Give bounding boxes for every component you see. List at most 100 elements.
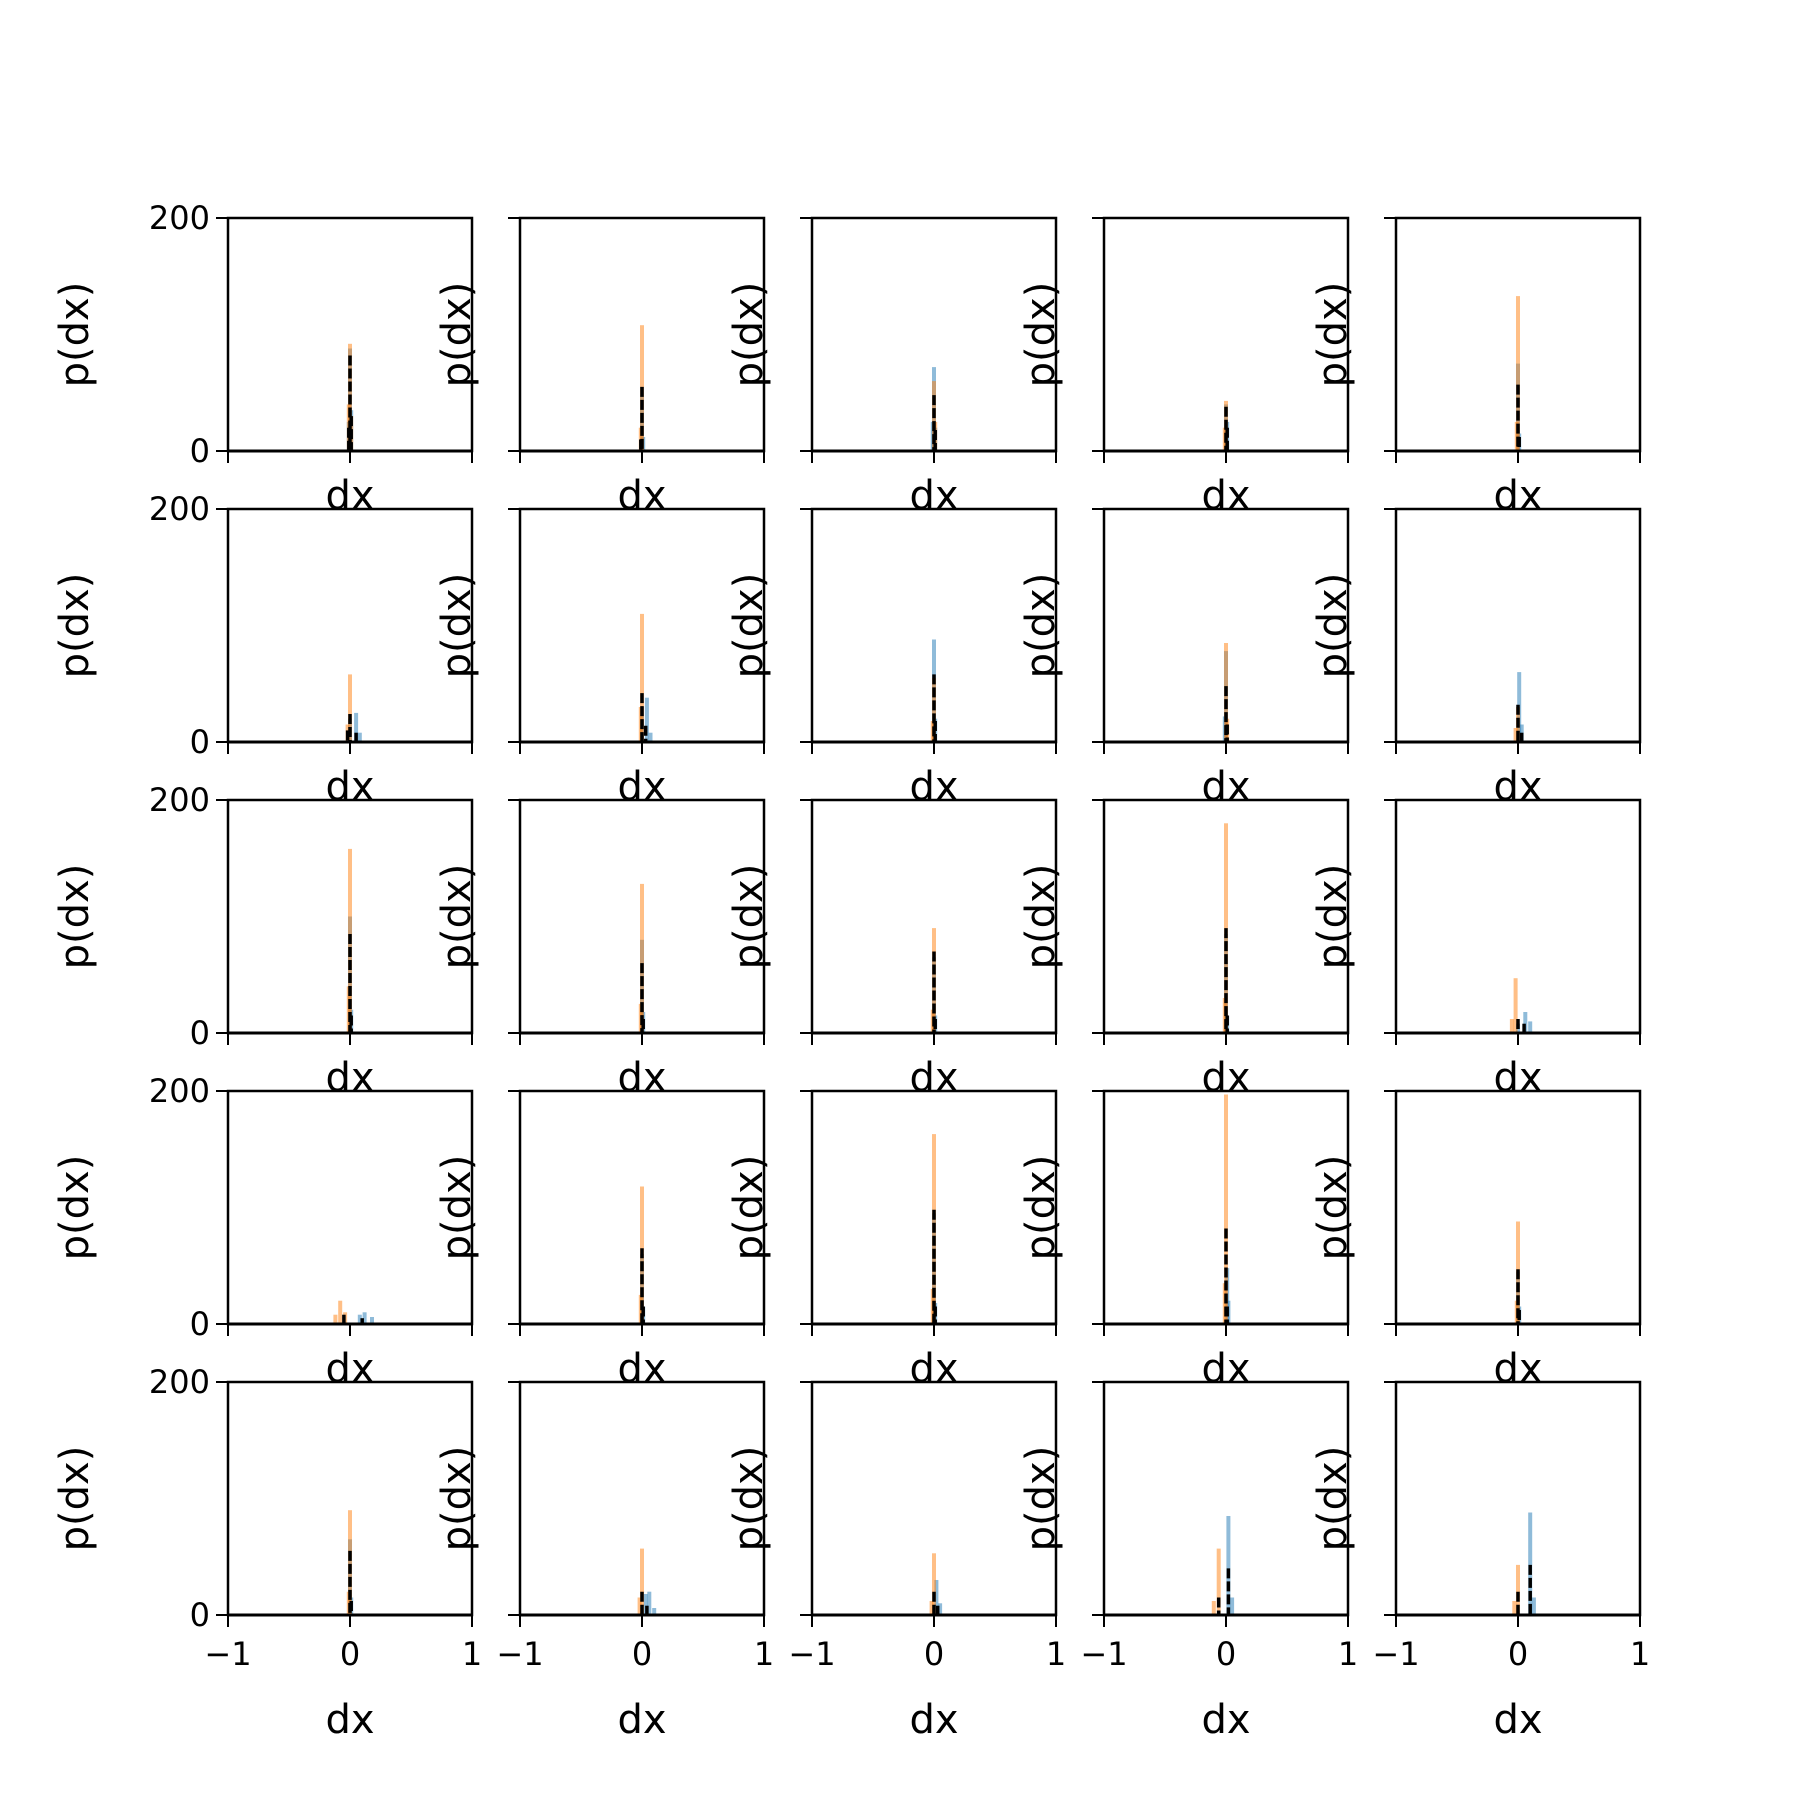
y-tick-label: 0	[190, 432, 210, 470]
x-axis-label: dx	[617, 764, 666, 810]
bar-orange-0	[640, 613, 644, 742]
y-axis-label: p(dx)	[52, 282, 98, 388]
x-axis-label: dx	[1493, 1055, 1542, 1101]
y-axis-label: p(dx)	[434, 1155, 480, 1261]
panel-r4-c2: −1 0 1 dx p(dx)	[726, 1380, 1066, 1743]
panel-r0-c1: dx p(dx)	[434, 216, 766, 519]
bar-orange-0	[338, 1300, 343, 1324]
bar-blue-1	[370, 1317, 374, 1324]
y-tick-label: 0	[190, 723, 210, 761]
panel-r4-c4: −1 0 1 dx p(dx)	[1310, 1380, 1650, 1743]
panel-r3-c3: dx p(dx)	[1018, 1089, 1350, 1392]
x-axis-label: dx	[1493, 473, 1542, 519]
x-axis-label: dx	[325, 473, 374, 519]
y-axis-label: p(dx)	[1018, 573, 1064, 679]
bar-blue-0	[1226, 1516, 1231, 1615]
y-tick-label: 200	[149, 1363, 210, 1401]
bar-orange-0	[1516, 1564, 1520, 1615]
bar-blue-2	[652, 1608, 657, 1615]
bar-orange-0	[1513, 978, 1518, 1033]
bar-blue-0	[354, 712, 359, 742]
x-tick-label: 1	[1630, 1635, 1650, 1673]
x-axis-label: dx	[1201, 1055, 1250, 1101]
x-axis-label: dx	[1201, 1346, 1250, 1392]
x-tick-label: 1	[462, 1635, 482, 1673]
panel-r0-c4: dx p(dx)	[1310, 216, 1642, 519]
x-axis-label: dx	[1201, 764, 1250, 810]
x-axis-label: dx	[325, 764, 374, 810]
panel-r2-c0: 0 200 dx p(dx)	[52, 781, 474, 1101]
x-tick-label: 0	[1216, 1635, 1236, 1673]
x-axis-label: dx	[1493, 1697, 1542, 1743]
bar-blue-1	[643, 1594, 648, 1615]
panel-r1-c3: dx p(dx)	[1018, 507, 1350, 810]
y-tick-label: 200	[149, 781, 210, 819]
y-tick-label: 200	[149, 199, 210, 237]
x-axis-label: dx	[1493, 764, 1542, 810]
x-axis-label: dx	[909, 473, 958, 519]
panel-r0-c2: dx p(dx)	[726, 216, 1058, 519]
y-axis-label: p(dx)	[1018, 1155, 1064, 1261]
y-axis-label: p(dx)	[726, 573, 772, 679]
panel-r1-c0: 0 200 dx p(dx)	[52, 490, 474, 810]
x-tick-label: 0	[340, 1635, 360, 1673]
panel-r3-c1: dx p(dx)	[434, 1089, 766, 1392]
y-axis-label: p(dx)	[1310, 864, 1356, 970]
x-axis-label: dx	[1201, 1697, 1250, 1743]
bar-orange-0	[640, 1548, 644, 1615]
bar-blue-0	[1528, 1512, 1533, 1615]
panel-r0-c0: 0 200 dx p(dx)	[52, 199, 474, 519]
x-axis-label: dx	[617, 1055, 666, 1101]
x-axis-label: dx	[325, 1055, 374, 1101]
x-axis-label: dx	[909, 1346, 958, 1392]
y-axis-label: p(dx)	[1018, 282, 1064, 388]
y-tick-label: 200	[149, 490, 210, 528]
panel-r1-c1: dx p(dx)	[434, 507, 766, 810]
y-axis-label: p(dx)	[726, 282, 772, 388]
panel-r2-c1: dx p(dx)	[434, 798, 766, 1101]
x-axis-label: dx	[1493, 1346, 1542, 1392]
y-axis-label: p(dx)	[52, 864, 98, 970]
bar-blue-0	[934, 1580, 939, 1615]
y-axis-label: p(dx)	[52, 1446, 98, 1552]
x-tick-label: 0	[924, 1635, 944, 1673]
panel-r0-c3: dx p(dx)	[1018, 216, 1350, 519]
x-tick-label: 1	[1338, 1635, 1358, 1673]
x-axis-label: dx	[325, 1346, 374, 1392]
x-axis-label: dx	[909, 1697, 958, 1743]
x-tick-label: 1	[1046, 1635, 1066, 1673]
x-axis-label: dx	[617, 473, 666, 519]
bar-blue-1	[1230, 1597, 1235, 1615]
panel-r1-c2: dx p(dx)	[726, 507, 1058, 810]
bar-orange-1	[1514, 421, 1519, 451]
panel-r4-c1: −1 0 1 dx p(dx)	[434, 1380, 774, 1743]
y-axis-label: p(dx)	[1310, 1155, 1356, 1261]
panel-r3-c4: dx p(dx)	[1310, 1089, 1642, 1392]
y-tick-label: 200	[149, 1072, 210, 1110]
y-tick-label: 0	[190, 1014, 210, 1052]
x-tick-label: −1	[1372, 1635, 1419, 1673]
y-axis-label: p(dx)	[1018, 864, 1064, 970]
bar-orange-1	[929, 1601, 934, 1615]
y-tick-label: 0	[190, 1596, 210, 1634]
x-axis-label: dx	[617, 1346, 666, 1392]
bar-blue-0	[1523, 1012, 1528, 1033]
panel-r2-c2: dx p(dx)	[726, 798, 1058, 1101]
panel-r4-c3: −1 0 1 dx p(dx)	[1018, 1380, 1358, 1743]
panels-group: 0200dxp(dx)dxp(dx)dxp(dx)dxp(dx)dxp(dx)0…	[52, 199, 1650, 1743]
bar-orange-1	[1222, 1283, 1227, 1324]
bar-blue-0	[362, 1312, 367, 1324]
bar-orange-0	[640, 883, 644, 1033]
y-axis-label: p(dx)	[434, 864, 480, 970]
bar-blue-2	[648, 732, 653, 742]
panel-r3-c0: 0 200 dx p(dx)	[52, 1072, 474, 1392]
y-axis-label: p(dx)	[434, 282, 480, 388]
x-axis-label: dx	[617, 1697, 666, 1743]
bar-blue-2	[357, 1314, 362, 1324]
y-axis-label: p(dx)	[1310, 1446, 1356, 1552]
bar-orange-0	[348, 1510, 352, 1615]
y-axis-label: p(dx)	[1018, 1446, 1064, 1552]
y-axis-label: p(dx)	[726, 1446, 772, 1552]
bar-orange-0	[1516, 296, 1520, 451]
